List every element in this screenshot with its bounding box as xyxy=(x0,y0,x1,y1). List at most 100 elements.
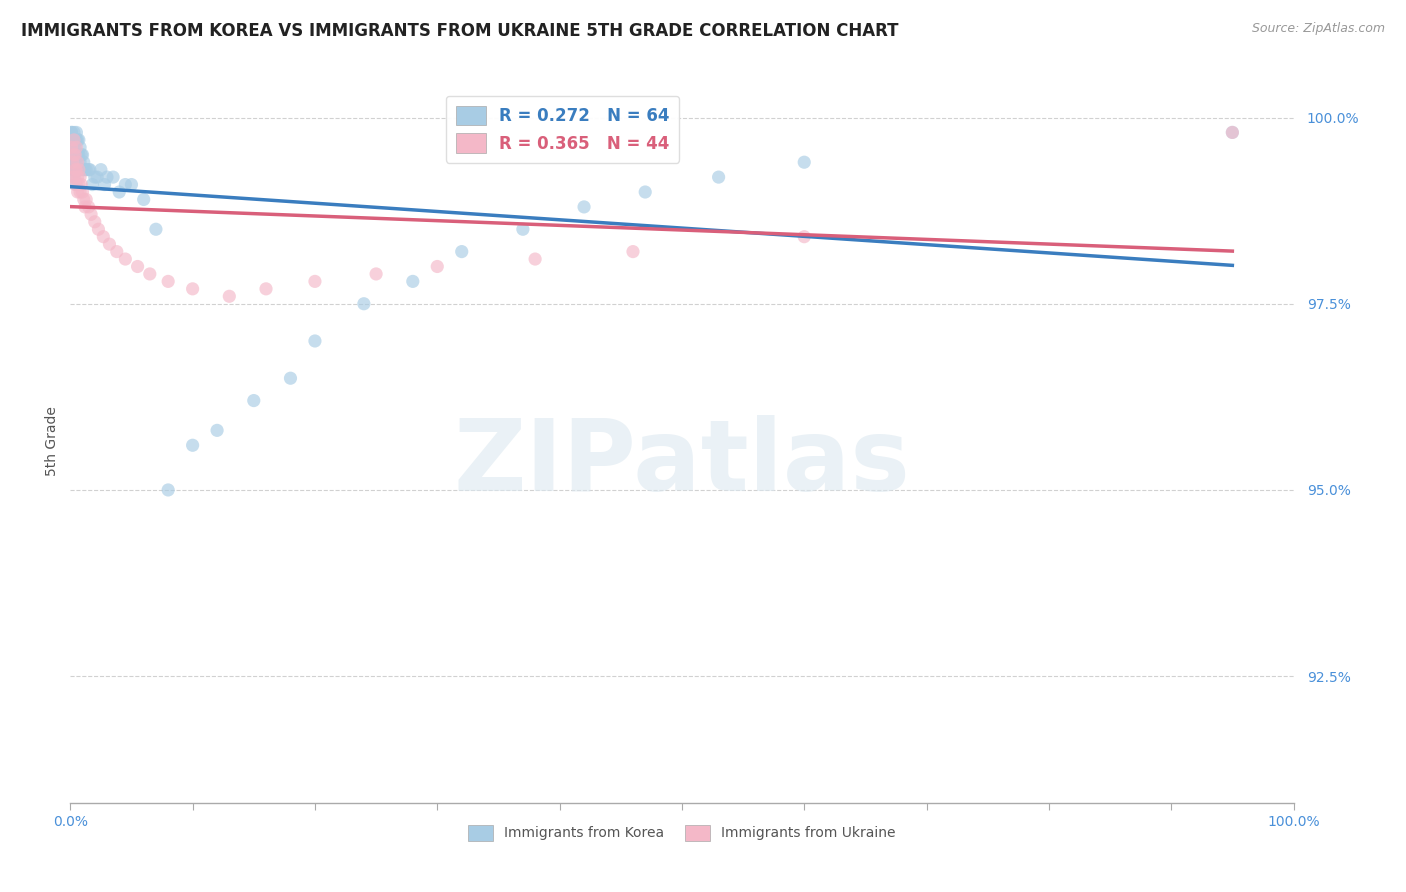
Point xyxy=(79,162,101,177)
Point xyxy=(621,244,644,259)
Point xyxy=(87,222,110,236)
Point xyxy=(70,178,93,192)
Point xyxy=(181,438,204,452)
Point xyxy=(75,162,97,177)
Point xyxy=(83,215,105,229)
Point xyxy=(63,155,86,169)
Point xyxy=(62,148,84,162)
Point xyxy=(98,237,121,252)
Point xyxy=(65,178,87,192)
Point xyxy=(793,229,815,244)
Point xyxy=(91,229,114,244)
Point xyxy=(67,162,90,177)
Point xyxy=(304,334,326,348)
Point xyxy=(62,155,84,169)
Point xyxy=(139,267,162,281)
Point xyxy=(157,274,180,288)
Point xyxy=(634,185,657,199)
Point xyxy=(707,170,730,185)
Point xyxy=(108,185,131,199)
Point xyxy=(62,155,84,169)
Point xyxy=(101,170,124,185)
Point xyxy=(512,222,534,236)
Point xyxy=(72,148,94,162)
Point xyxy=(62,162,84,177)
Point xyxy=(77,162,100,177)
Point xyxy=(426,260,449,274)
Point xyxy=(66,133,89,147)
Point xyxy=(69,140,91,154)
Point xyxy=(67,148,90,162)
Point xyxy=(63,162,86,177)
Point xyxy=(524,252,547,266)
Point xyxy=(114,178,136,192)
Text: IMMIGRANTS FROM KOREA VS IMMIGRANTS FROM UKRAINE 5TH GRADE CORRELATION CHART: IMMIGRANTS FROM KOREA VS IMMIGRANTS FROM… xyxy=(21,22,898,40)
Point xyxy=(402,274,425,288)
Point xyxy=(205,423,228,437)
Point xyxy=(66,162,89,177)
Point xyxy=(353,297,375,311)
Point xyxy=(62,133,84,147)
Point xyxy=(77,200,100,214)
Point xyxy=(1220,125,1243,139)
Point xyxy=(65,133,87,147)
Point xyxy=(72,162,94,177)
Point xyxy=(83,170,105,185)
Text: ZIPatlas: ZIPatlas xyxy=(454,415,910,512)
Point xyxy=(75,193,97,207)
Point xyxy=(121,178,143,192)
Point xyxy=(127,260,149,274)
Point xyxy=(96,170,118,185)
Point xyxy=(218,289,240,303)
Point xyxy=(60,140,83,154)
Point xyxy=(67,162,90,177)
Point xyxy=(63,170,86,185)
Point xyxy=(73,162,96,177)
Point xyxy=(62,140,84,154)
Point xyxy=(67,178,90,192)
Point xyxy=(67,133,90,147)
Point xyxy=(63,148,86,162)
Point xyxy=(63,162,86,177)
Point xyxy=(63,140,86,154)
Point xyxy=(60,125,83,139)
Point xyxy=(63,133,86,147)
Point xyxy=(73,200,96,214)
Point xyxy=(70,148,93,162)
Point xyxy=(63,170,86,185)
Point xyxy=(145,222,167,236)
Point xyxy=(63,133,86,147)
Point xyxy=(62,170,84,185)
Point xyxy=(65,148,87,162)
Point xyxy=(69,185,91,199)
Point xyxy=(72,185,94,199)
Point xyxy=(73,193,96,207)
Point xyxy=(63,178,86,192)
Point xyxy=(366,267,388,281)
Point xyxy=(66,170,89,185)
Text: Source: ZipAtlas.com: Source: ZipAtlas.com xyxy=(1251,22,1385,36)
Point xyxy=(280,371,302,385)
Point xyxy=(63,133,86,147)
Point xyxy=(93,178,115,192)
Point xyxy=(304,274,326,288)
Point xyxy=(450,244,472,259)
Point xyxy=(65,125,87,139)
Point xyxy=(63,140,86,154)
Point xyxy=(63,125,86,139)
Point xyxy=(63,155,86,169)
Point xyxy=(572,200,595,214)
Point xyxy=(86,170,108,185)
Point xyxy=(132,193,155,207)
Point xyxy=(181,282,204,296)
Point xyxy=(69,155,91,169)
Point xyxy=(66,185,89,199)
Point xyxy=(66,155,89,169)
Point xyxy=(63,148,86,162)
Point xyxy=(793,155,815,169)
Point xyxy=(254,282,277,296)
Point xyxy=(73,155,96,169)
Point xyxy=(105,244,128,259)
Y-axis label: 5th Grade: 5th Grade xyxy=(45,407,59,476)
Point xyxy=(80,207,103,221)
